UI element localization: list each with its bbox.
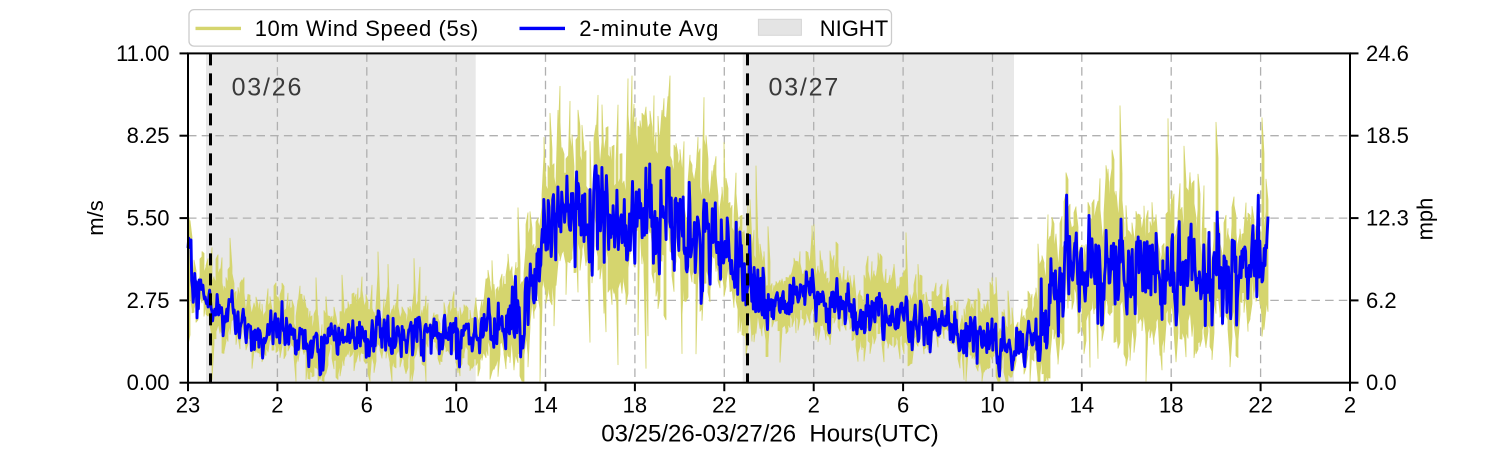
svg-text:23: 23: [176, 393, 200, 418]
svg-text:2: 2: [808, 393, 820, 418]
svg-text:m/s: m/s: [83, 200, 108, 235]
svg-text:12.3: 12.3: [1366, 206, 1409, 231]
svg-text:6.2: 6.2: [1366, 288, 1397, 313]
svg-text:22: 22: [712, 393, 736, 418]
svg-text:10: 10: [444, 393, 468, 418]
svg-text:10: 10: [980, 393, 1004, 418]
svg-text:22: 22: [1248, 393, 1272, 418]
svg-text:24.6: 24.6: [1366, 41, 1409, 66]
svg-text:18: 18: [1159, 393, 1183, 418]
svg-text:2: 2: [1344, 393, 1356, 418]
svg-text:NIGHT: NIGHT: [820, 16, 888, 41]
svg-text:0.00: 0.00: [127, 370, 170, 395]
svg-text:5.50: 5.50: [127, 206, 170, 231]
svg-text:2.75: 2.75: [127, 288, 170, 313]
svg-text:6: 6: [361, 393, 373, 418]
svg-text:18.5: 18.5: [1366, 123, 1409, 148]
svg-text:03/26: 03/26: [232, 74, 304, 102]
svg-text:2: 2: [271, 393, 283, 418]
svg-text:03/25/26-03/27/26 Hours(UTC): 03/25/26-03/27/26 Hours(UTC): [601, 421, 939, 448]
svg-text:mph: mph: [1413, 198, 1438, 241]
svg-text:03/27: 03/27: [769, 74, 841, 102]
svg-text:11.00: 11.00: [116, 41, 169, 66]
svg-text:0.0: 0.0: [1366, 370, 1397, 395]
svg-text:18: 18: [623, 393, 647, 418]
svg-text:10m Wind Speed (5s): 10m Wind Speed (5s): [255, 16, 479, 41]
svg-text:2-minute Avg: 2-minute Avg: [579, 16, 719, 41]
svg-text:14: 14: [533, 393, 557, 418]
svg-text:8.25: 8.25: [127, 123, 170, 148]
svg-text:14: 14: [1070, 393, 1094, 418]
svg-text:6: 6: [897, 393, 909, 418]
